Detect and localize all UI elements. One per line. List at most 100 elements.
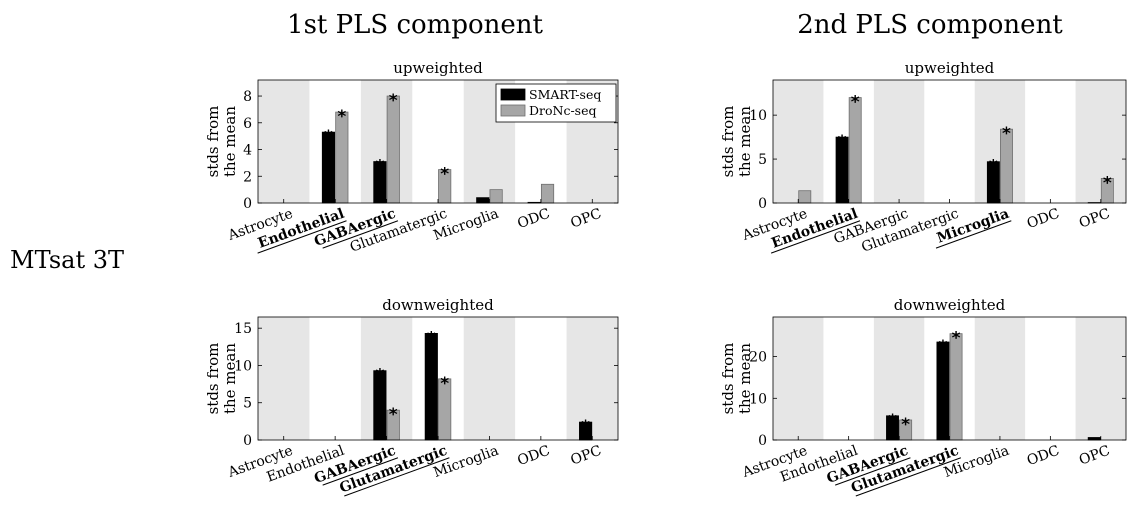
legend-label: SMART-seq — [529, 87, 601, 102]
bar-dronc-seq-glutamatergic — [949, 333, 963, 441]
panel-title: upweighted — [393, 59, 483, 77]
legend-label: DroNc-seq — [529, 103, 597, 118]
shade-column — [1075, 80, 1126, 203]
category-label-opc: OPC — [1077, 206, 1112, 232]
significance-star: * — [389, 91, 398, 111]
category-label-opc: OPC — [568, 443, 603, 469]
significance-star: * — [989, 157, 998, 177]
bar-dronc-seq-endothelial — [848, 97, 862, 204]
legend-swatch — [500, 88, 526, 101]
y-tick-label: 0 — [243, 433, 252, 449]
axes-box — [257, 316, 619, 441]
significance-star: * — [888, 411, 897, 431]
y-tick-label: 10 — [234, 358, 252, 374]
bar-dronc-seq-astrocyte — [798, 190, 812, 204]
significance-star: * — [324, 127, 333, 147]
shade-column — [258, 80, 310, 203]
y-axis-label-line1: stds from — [719, 106, 737, 178]
shade-column — [773, 317, 824, 440]
significance-star: * — [901, 415, 910, 435]
category-label-odc: ODC — [1025, 206, 1062, 232]
y-tick-label: 0 — [243, 196, 252, 212]
shade-column — [566, 317, 618, 440]
significance-star: * — [337, 107, 346, 127]
bar-dronc-seq-gabaergic — [386, 95, 400, 204]
category-underline — [834, 457, 911, 486]
y-tick-label: 0 — [758, 433, 767, 449]
significance-star: * — [1002, 124, 1011, 144]
y-tick-label: 10 — [749, 108, 767, 124]
y-tick-label: 10 — [749, 391, 767, 407]
significance-star: * — [851, 93, 860, 113]
legend-swatch — [500, 104, 526, 117]
category-underline — [322, 220, 399, 249]
y-axis-label-line2: the mean — [736, 343, 754, 414]
shade-column — [974, 80, 1026, 203]
bar-dronc-seq-odc — [540, 183, 555, 204]
bar-smart-seq-glutamatergic — [424, 332, 438, 441]
bar-dronc-seq-microglia — [489, 189, 503, 204]
significance-star: * — [427, 328, 436, 348]
significance-star: * — [375, 157, 384, 177]
shade-column — [1075, 317, 1126, 440]
shade-column — [873, 317, 925, 440]
category-underline — [935, 220, 1012, 249]
y-tick-label: 6 — [243, 116, 252, 132]
category-underline — [322, 457, 399, 486]
category-underline — [770, 220, 861, 254]
axes-box — [772, 79, 1127, 204]
category-label-opc: OPC — [1077, 443, 1112, 469]
significance-star: * — [440, 165, 449, 185]
y-axis-label-line2: the mean — [221, 106, 239, 177]
category-underline — [257, 220, 347, 254]
significance-star: * — [389, 405, 398, 425]
category-label-odc: ODC — [515, 443, 552, 469]
y-tick-label: 20 — [749, 350, 767, 366]
significance-star: * — [938, 337, 947, 357]
y-tick-label: 4 — [243, 143, 252, 159]
panel-title: upweighted — [905, 59, 995, 77]
shade-column — [258, 317, 310, 440]
category-label-opc: OPC — [568, 206, 603, 232]
y-axis-label-line1: stds from — [204, 106, 222, 178]
category-label-odc: ODC — [1025, 443, 1062, 469]
shade-column — [974, 317, 1026, 440]
y-axis-label-line2: the mean — [221, 343, 239, 414]
column-title-2nd: 2nd PLS component — [797, 10, 1063, 40]
bar-smart-seq-microglia — [476, 197, 490, 204]
y-tick-label: 0 — [758, 196, 767, 212]
significance-star: * — [838, 132, 847, 152]
significance-star: * — [581, 417, 590, 437]
axes-box — [772, 316, 1127, 441]
row-label: MTsat 3T — [10, 246, 124, 274]
y-axis-label-line1: stds from — [204, 343, 222, 415]
shade-column — [463, 317, 516, 440]
shade-column — [873, 80, 925, 203]
y-tick-label: 8 — [243, 89, 252, 105]
column-title-1st: 1st PLS component — [287, 10, 543, 40]
shade-column — [773, 80, 824, 203]
shade-column — [360, 317, 413, 440]
panel-title: downweighted — [382, 296, 494, 314]
category-label-odc: ODC — [515, 206, 552, 232]
shade-column — [360, 80, 413, 203]
significance-star: * — [1103, 173, 1112, 193]
y-tick-label: 15 — [234, 321, 252, 337]
y-axis-label-line2: the mean — [736, 106, 754, 177]
category-underline — [855, 457, 962, 497]
significance-star: * — [952, 329, 961, 349]
y-tick-label: 5 — [758, 152, 767, 168]
significance-star: * — [440, 374, 449, 394]
y-axis-label-line1: stds from — [719, 343, 737, 415]
panel-title: downweighted — [894, 296, 1006, 314]
significance-star: * — [375, 366, 384, 386]
category-underline — [344, 457, 450, 497]
y-tick-label: 5 — [243, 396, 252, 412]
